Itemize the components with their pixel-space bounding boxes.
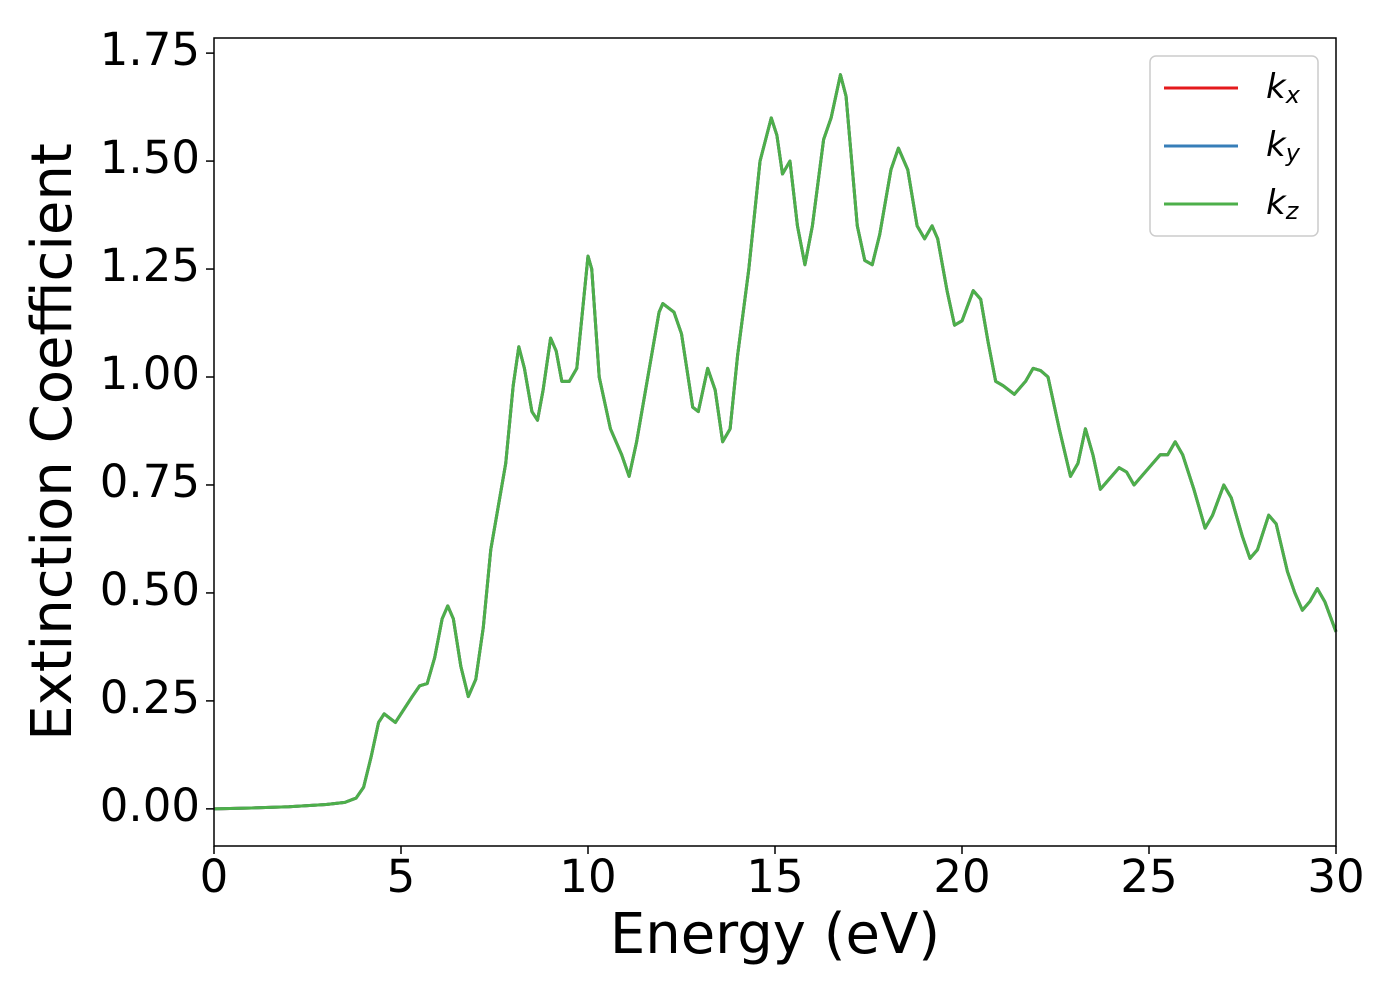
x-axis-label: Energy (eV)	[610, 902, 940, 967]
y-tick-label: 1.50	[100, 131, 200, 184]
x-tick-label: 0	[200, 850, 229, 903]
y-tick-label: 1.00	[100, 347, 200, 400]
y-tick-label: 0.00	[100, 779, 200, 832]
y-tick-label: 0.25	[100, 671, 200, 724]
y-tick-label: 0.50	[100, 563, 200, 616]
x-tick-label: 20	[933, 850, 990, 903]
data-line	[213, 73, 1338, 811]
legend-label: kz	[1266, 183, 1300, 226]
y-tick-label: 1.25	[100, 239, 200, 292]
plot-frame	[213, 37, 1337, 847]
x-tick-label: 10	[559, 850, 616, 903]
legend-label: ky	[1266, 125, 1301, 168]
y-tick-label: 0.75	[100, 455, 200, 508]
x-tick-label: 30	[1307, 850, 1364, 903]
y-axis-label: Extinction Coefficient	[20, 143, 85, 741]
x-tick-label: 15	[746, 850, 803, 903]
x-tick-label: 25	[1120, 850, 1177, 903]
x-tick-label: 5	[387, 850, 416, 903]
legend-label: kx	[1266, 67, 1301, 110]
y-tick-label: 1.75	[100, 23, 200, 76]
